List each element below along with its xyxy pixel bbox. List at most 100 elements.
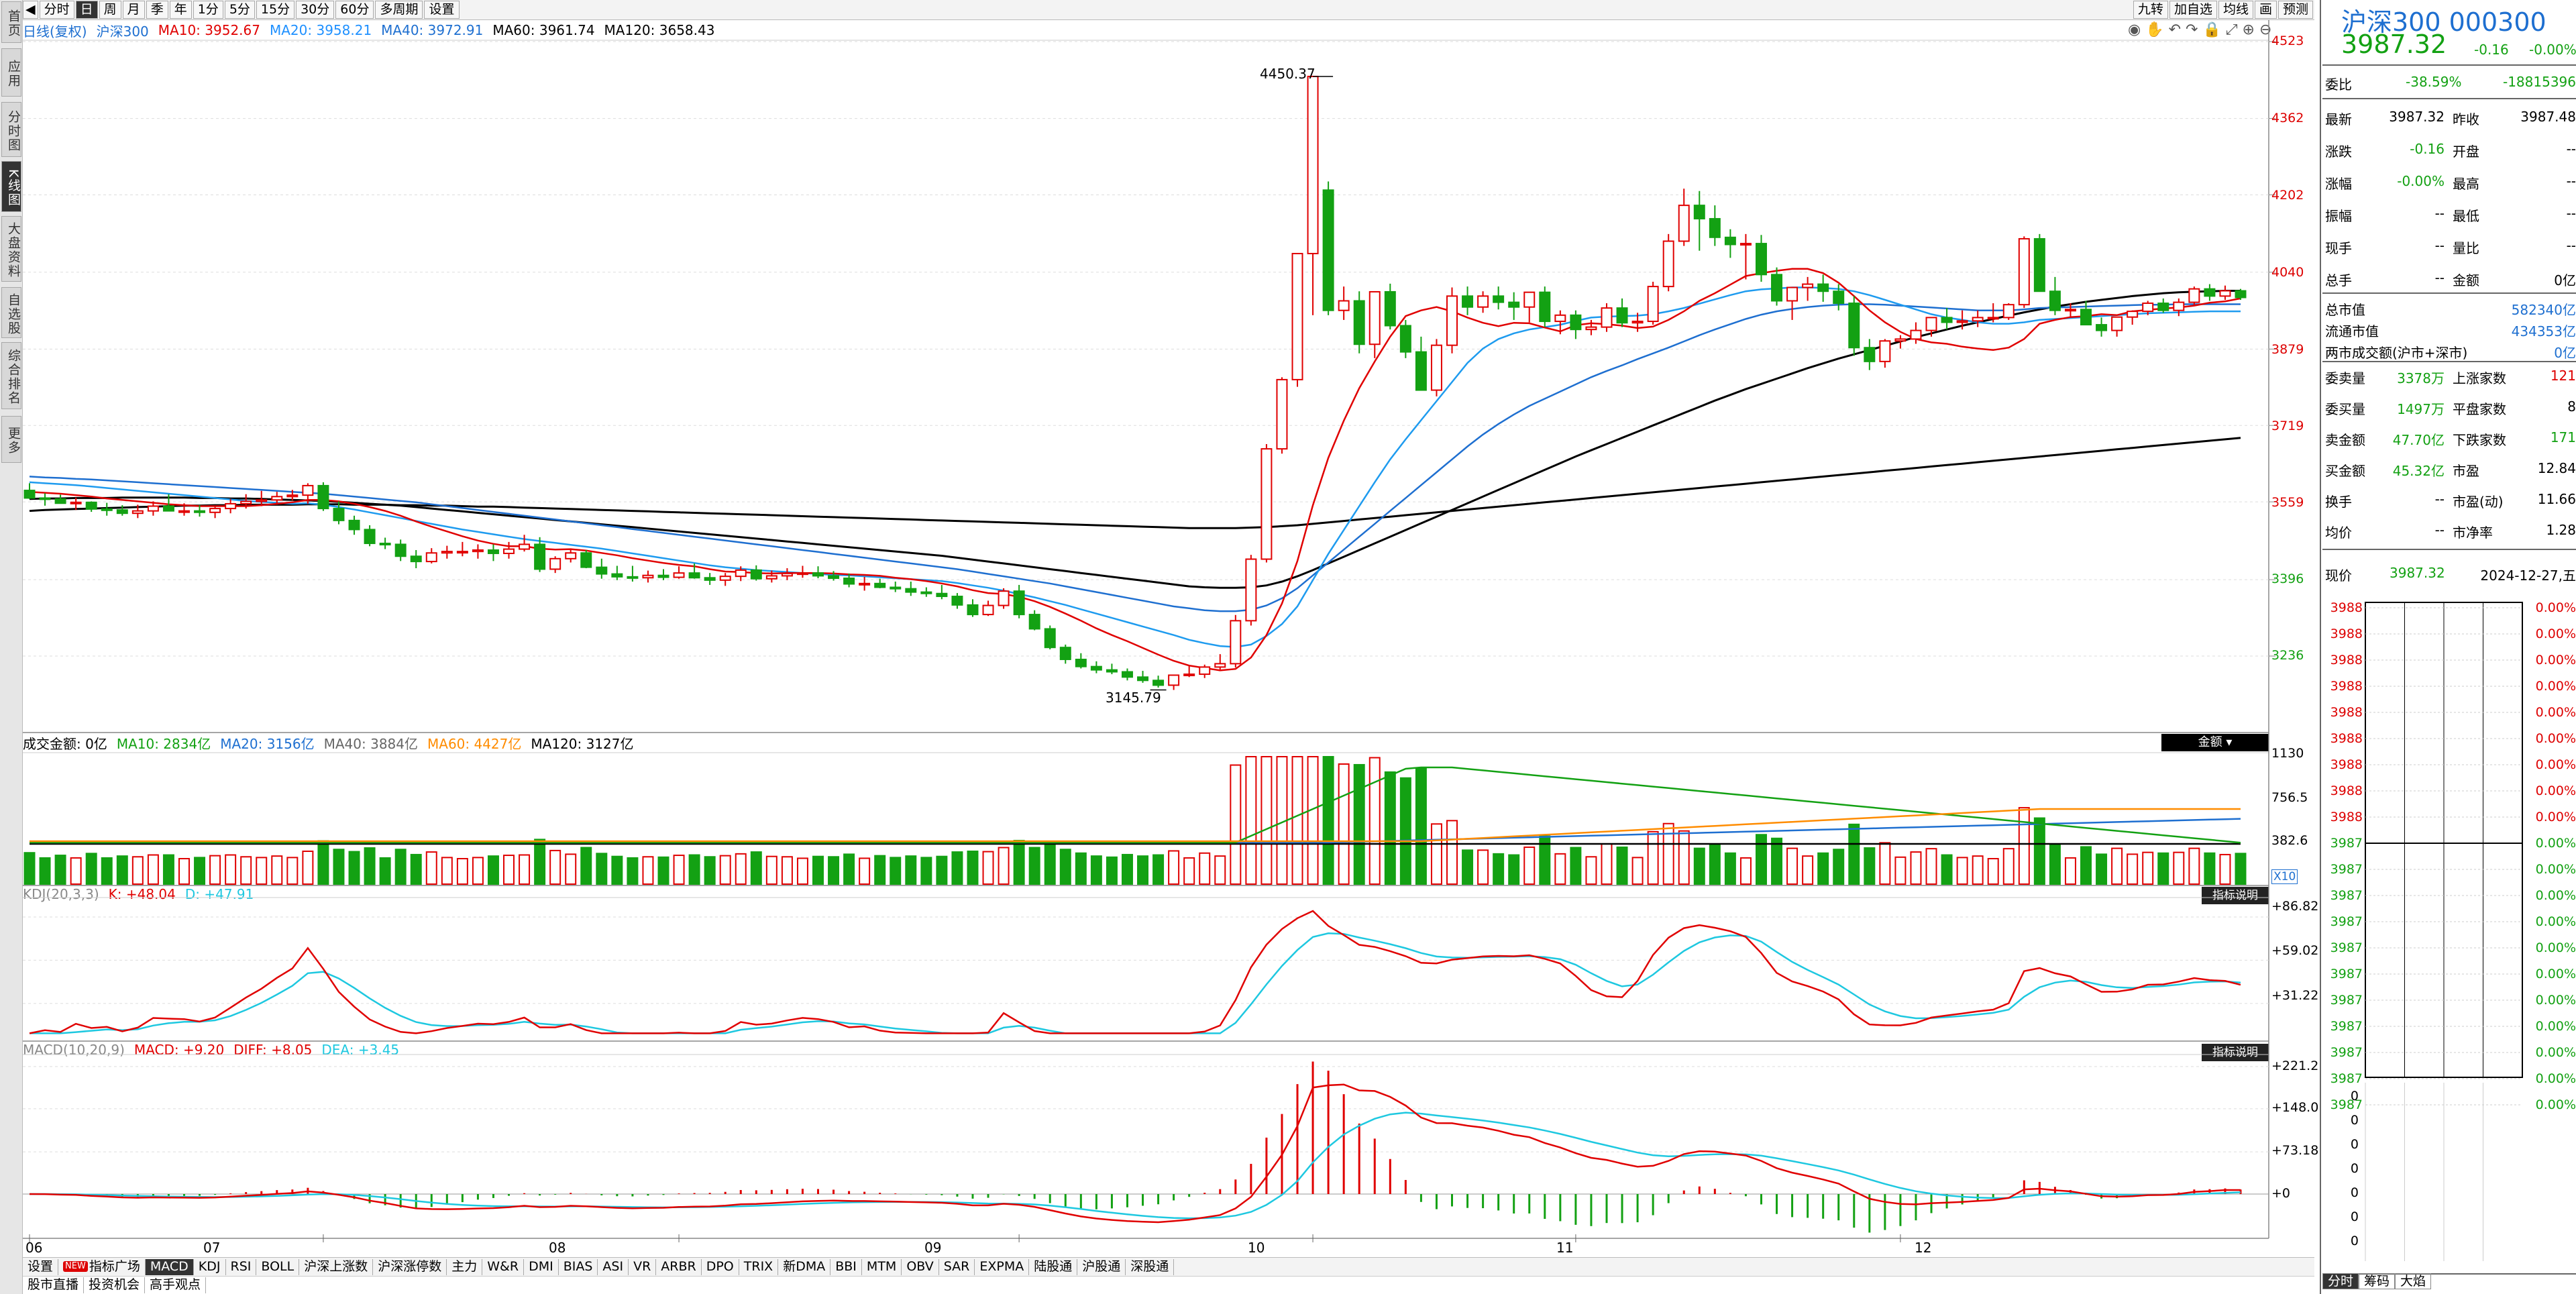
period-tab[interactable]: 分时: [39, 1, 74, 19]
volume-bar: [1709, 843, 1721, 885]
tab-timeshare[interactable]: 分时: [2322, 1273, 2359, 1289]
candle-body: [1833, 290, 1845, 305]
bottom-tab-expert[interactable]: 高手观点: [145, 1277, 207, 1293]
indicator-tab[interactable]: BOLL: [256, 1258, 300, 1275]
volume-bar: [147, 854, 159, 885]
kline-chart[interactable]: [0, 0, 2314, 1257]
indicator-tab[interactable]: OBV: [902, 1258, 939, 1275]
undo-icon[interactable]: ↶: [2168, 21, 2182, 38]
candle-body: [1090, 665, 1102, 671]
candle-body: [425, 552, 437, 563]
indicator-tab[interactable]: ARBR: [656, 1258, 702, 1275]
indicator-tab[interactable]: MTM: [862, 1258, 902, 1275]
intraday-mini-chart[interactable]: 3988 0.00% 3988 0.00% 3988 0.00% 3988 0.00% 3988…: [2321, 590, 2576, 1275]
macd-help-button[interactable]: 指标说明: [2202, 1044, 2269, 1061]
sidebar-item-more[interactable]: 更多: [1, 416, 21, 463]
macd-tick-label: +148.0: [2271, 1100, 2319, 1115]
volume-bar: [23, 852, 36, 885]
indicator-tab[interactable]: 沪深上涨数: [299, 1258, 374, 1275]
volume-legend: 成交金额: 0亿 MA10: 2834亿 MA20: 3156亿 MA40: 3…: [23, 733, 643, 753]
period-tab[interactable]: 1分: [193, 1, 223, 19]
lock-icon[interactable]: 🔒: [2202, 21, 2221, 38]
volume-bar: [487, 855, 499, 885]
candle-body: [905, 588, 917, 593]
ma-button[interactable]: 均线: [2218, 1, 2253, 19]
indicator-tab[interactable]: 沪深涨停数: [373, 1258, 447, 1275]
indicator-tab[interactable]: DPO: [702, 1258, 739, 1275]
nine-turn-button[interactable]: 九转: [2133, 1, 2168, 19]
kdj-help-button[interactable]: 指标说明: [2202, 887, 2269, 904]
period-tab[interactable]: 15分: [256, 1, 295, 19]
kline-type-label[interactable]: 日线(复权): [23, 23, 87, 40]
indicator-plaza-tab[interactable]: NEW 指标广场: [58, 1258, 146, 1275]
period-tab[interactable]: 60分: [335, 1, 374, 19]
period-tab[interactable]: 30分: [296, 1, 335, 19]
indicator-tab[interactable]: TRIX: [739, 1258, 779, 1275]
volume-bar: [1678, 830, 1690, 885]
chart-tool-icons[interactable]: ◉ ✋ ↶ ↷ 🔒 ⤢ ⊕ ⊖: [2128, 21, 2271, 38]
indicator-settings-button[interactable]: 设置: [23, 1258, 59, 1275]
kdj-title[interactable]: KDJ(20,3,3): [23, 886, 99, 902]
forecast-button[interactable]: 预测: [2277, 1, 2313, 19]
indicator-tab[interactable]: RSI: [226, 1258, 257, 1275]
indicator-tab[interactable]: SAR: [939, 1258, 975, 1275]
macd-title[interactable]: MACD(10,20,9): [23, 1042, 125, 1058]
period-tab[interactable]: 周: [99, 1, 121, 19]
bottom-tab-opportunity[interactable]: 投资机会: [84, 1277, 146, 1293]
candle-body: [519, 543, 531, 550]
indicator-tab[interactable]: 深股通: [1126, 1258, 1175, 1275]
period-tab[interactable]: 月: [122, 1, 145, 19]
candle-body: [1322, 189, 1334, 311]
sidebar-item-ranking[interactable]: 综合排名: [1, 342, 21, 409]
bottom-tab-live[interactable]: 股市直播: [23, 1277, 85, 1293]
mini-price-tick: 3988: [2330, 600, 2363, 615]
candle-body: [843, 577, 855, 585]
indicator-tab[interactable]: 新DMA: [778, 1258, 831, 1275]
macd-value-label: MACD: +9.20: [133, 1042, 225, 1058]
period-tab[interactable]: 季: [146, 1, 168, 19]
settings-button[interactable]: 设置: [424, 1, 460, 19]
indicator-tab[interactable]: BBI: [830, 1258, 862, 1275]
mini-pct-tick: 0.00%: [2536, 1019, 2576, 1034]
indicator-tab-macd[interactable]: MACD: [145, 1258, 194, 1275]
stat-value: 12.84: [2537, 460, 2576, 476]
fullscreen-icon[interactable]: ⤢: [2225, 21, 2238, 38]
candle-body: [1817, 283, 1829, 292]
indicator-tab[interactable]: KDJ: [194, 1258, 226, 1275]
period-tab[interactable]: 5分: [224, 1, 255, 19]
indicator-tab[interactable]: 陆股通: [1029, 1258, 1078, 1275]
indicator-tab[interactable]: 主力: [447, 1258, 483, 1275]
indicator-tab[interactable]: 沪股通: [1077, 1258, 1126, 1275]
add-watchlist-button[interactable]: 加自选: [2169, 1, 2217, 19]
candle-body: [2018, 237, 2030, 306]
draw-button[interactable]: 画: [2254, 1, 2277, 19]
volume-selector[interactable]: 金额 ▾: [2161, 734, 2269, 751]
tab-flame[interactable]: 大焰: [2395, 1273, 2432, 1289]
sidebar-item-timeshare[interactable]: 分时图: [1, 102, 21, 157]
collapse-left-icon[interactable]: ◀: [23, 1, 38, 19]
indicator-tab[interactable]: W&R: [482, 1258, 525, 1275]
period-tab[interactable]: 多周期: [375, 1, 423, 19]
sidebar-item-watchlist[interactable]: 自选股: [1, 287, 21, 338]
tab-chips[interactable]: 筹码: [2359, 1273, 2396, 1289]
indicator-tab[interactable]: EXPMA: [975, 1258, 1030, 1275]
indicator-tab[interactable]: VR: [629, 1258, 657, 1275]
indicator-tab[interactable]: BIAS: [559, 1258, 598, 1275]
hand-icon[interactable]: ✋: [2145, 21, 2164, 38]
indicator-tab[interactable]: ASI: [598, 1258, 629, 1275]
candle-body: [394, 543, 407, 557]
volume-bar: [256, 857, 268, 885]
period-tab-active[interactable]: 日: [75, 1, 98, 19]
period-tab[interactable]: 年: [169, 1, 192, 19]
sidebar-item-apps[interactable]: 应用: [1, 48, 21, 97]
sidebar-item-kline[interactable]: K线图: [1, 161, 21, 212]
eye-icon[interactable]: ◉: [2128, 21, 2141, 38]
volume-bar: [812, 855, 824, 885]
sidebar-item-home[interactable]: 首页: [1, 1, 21, 43]
volume-bar: [1214, 855, 1226, 885]
indicator-tab[interactable]: DMI: [524, 1258, 559, 1275]
zoom-in-icon[interactable]: ⊕: [2242, 21, 2255, 38]
candle-body: [2111, 316, 2123, 331]
redo-icon[interactable]: ↷: [2186, 21, 2198, 38]
sidebar-item-market-info[interactable]: 大盘资料: [1, 216, 21, 282]
